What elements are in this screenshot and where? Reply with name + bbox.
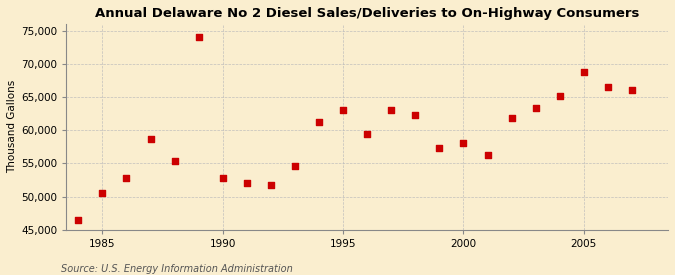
- Point: [531, 105, 541, 110]
- Y-axis label: Thousand Gallons: Thousand Gallons: [7, 80, 17, 174]
- Point: [217, 176, 228, 180]
- Point: [338, 108, 348, 112]
- Point: [290, 164, 300, 168]
- Point: [603, 85, 614, 89]
- Title: Annual Delaware No 2 Diesel Sales/Deliveries to On-Highway Consumers: Annual Delaware No 2 Diesel Sales/Delive…: [95, 7, 639, 20]
- Point: [410, 113, 421, 117]
- Point: [578, 70, 589, 75]
- Point: [386, 108, 397, 112]
- Text: Source: U.S. Energy Information Administration: Source: U.S. Energy Information Administ…: [61, 264, 292, 274]
- Point: [362, 132, 373, 136]
- Point: [506, 116, 517, 120]
- Point: [121, 176, 132, 180]
- Point: [169, 159, 180, 164]
- Point: [193, 35, 204, 39]
- Point: [265, 182, 276, 187]
- Point: [242, 181, 252, 185]
- Point: [554, 94, 565, 98]
- Point: [434, 146, 445, 150]
- Point: [145, 137, 156, 141]
- Point: [482, 153, 493, 157]
- Point: [458, 141, 469, 146]
- Point: [626, 88, 637, 92]
- Point: [314, 120, 325, 124]
- Point: [73, 218, 84, 222]
- Point: [97, 191, 108, 196]
